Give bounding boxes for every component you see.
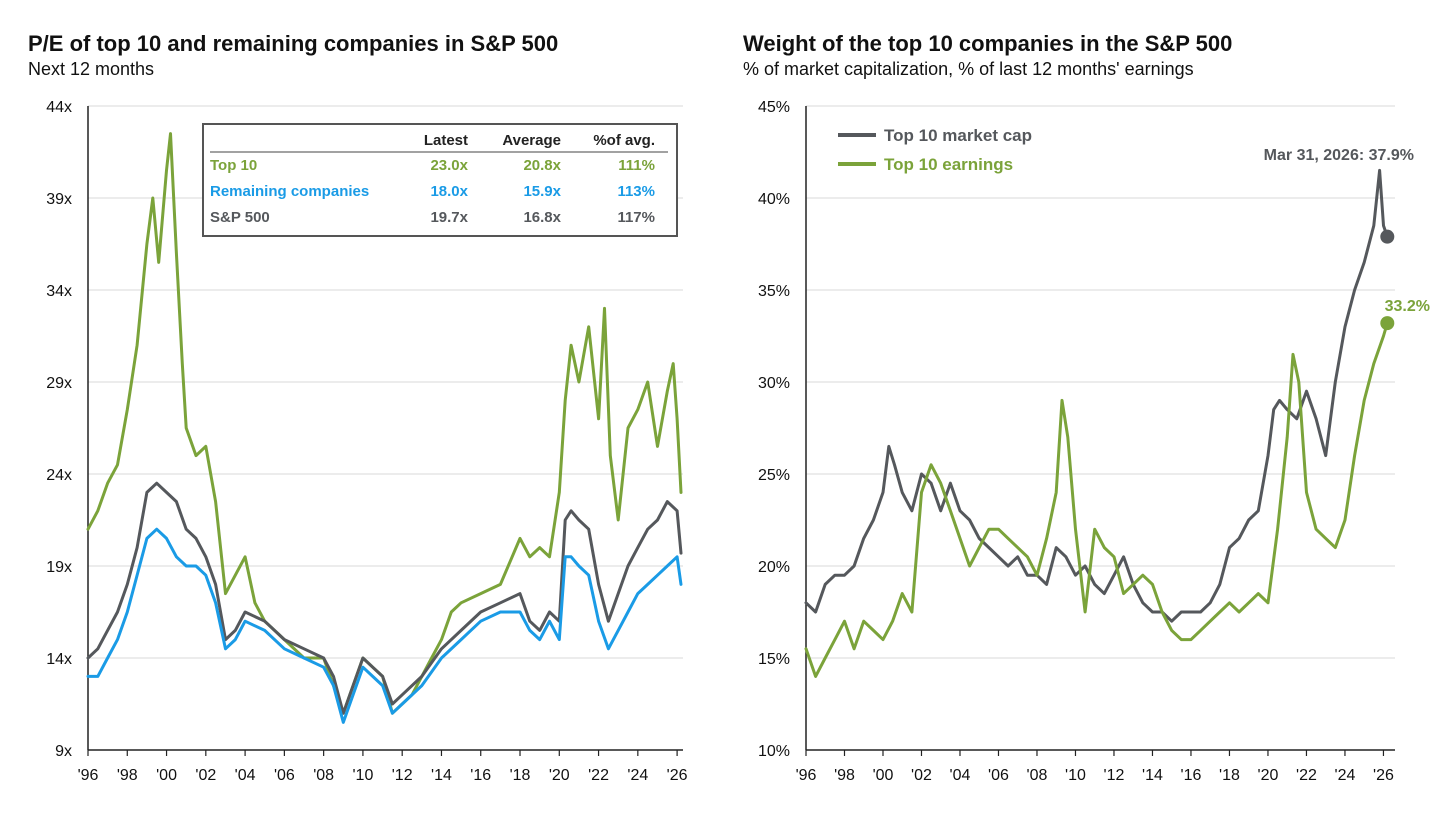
x-tick-label: '06 <box>274 767 295 784</box>
right-chart-subtitle: % of market capitalization, % of last 12… <box>743 59 1194 79</box>
table-cell: 117% <box>617 209 655 226</box>
y-tick-label: 10% <box>758 743 790 760</box>
table-cell: 23.0x <box>430 157 468 174</box>
right-weight-chart: 10% 15% 20% 25% 30% 35% 40% 45% '96 '98 '00 '02 '04 '… <box>758 99 1430 784</box>
series-line-green <box>86 132 683 715</box>
x-tick-label: '16 <box>1181 767 1202 784</box>
x-tick-label: '04 <box>950 767 971 784</box>
right-chart-title: Weight of the top 10 companies in the S&… <box>743 31 1233 56</box>
x-tick-label: '96 <box>796 767 817 784</box>
x-tick-label: '26 <box>667 767 688 784</box>
end-marker-green <box>1380 316 1395 331</box>
table-cell: 18.0x <box>430 183 468 200</box>
table-header: Average <box>502 132 561 149</box>
y-tick-label: 20% <box>758 559 790 576</box>
x-tick-label: '10 <box>352 767 373 784</box>
x-tick-label: '12 <box>1104 767 1125 784</box>
y-tick-label: 35% <box>758 283 790 300</box>
x-tick-label: '26 <box>1373 767 1394 784</box>
series-line-green <box>804 321 1389 678</box>
x-tick-label: '18 <box>510 767 531 784</box>
table-header: %of avg. <box>593 132 655 149</box>
x-tick-label: '08 <box>1027 767 1048 784</box>
left-chart-title: P/E of top 10 and remaining companies in… <box>28 31 559 56</box>
table-cell: 19.7x <box>430 209 468 226</box>
x-tick-label: '02 <box>195 767 216 784</box>
x-tick-label: '16 <box>470 767 491 784</box>
y-tick-label: 30% <box>758 375 790 392</box>
table-header: Latest <box>424 132 468 149</box>
y-tick-label: 39x <box>46 191 72 208</box>
x-tick-label: '24 <box>627 767 648 784</box>
x-tick-label: '24 <box>1335 767 1356 784</box>
y-tick-label: 45% <box>758 99 790 116</box>
x-tick-label: '02 <box>911 767 932 784</box>
table-cell: 15.9x <box>523 183 561 200</box>
left-pe-chart: 9x 14x 19x 24x 29x 34x 39x 44x '96 '98 '00 '02 '04 '0… <box>46 99 687 784</box>
series-line-blue <box>86 527 683 724</box>
y-tick-label: 44x <box>46 99 72 116</box>
annotation-label: 33.2% <box>1385 298 1430 315</box>
x-tick-label: '04 <box>235 767 256 784</box>
x-tick-label: '20 <box>1258 767 1279 784</box>
table-cell: Top 10 <box>210 157 257 174</box>
table-cell: 16.8x <box>523 209 561 226</box>
table-cell: S&P 500 <box>210 209 270 226</box>
y-tick-label: 9x <box>55 743 72 760</box>
x-tick-label: '18 <box>1219 767 1240 784</box>
x-tick-label: '96 <box>78 767 99 784</box>
x-tick-label: '14 <box>431 767 452 784</box>
y-tick-label: 15% <box>758 651 790 668</box>
x-tick-label: '10 <box>1065 767 1086 784</box>
x-tick-label: '06 <box>988 767 1009 784</box>
annotation-label: Mar 31, 2026: 37.9% <box>1264 147 1414 164</box>
y-tick-label: 34x <box>46 283 72 300</box>
y-tick-label: 40% <box>758 191 790 208</box>
x-tick-label: '98 <box>117 767 138 784</box>
legend-label: Top 10 market cap <box>884 126 1032 145</box>
y-tick-label: 25% <box>758 467 790 484</box>
table-cell: 111% <box>618 157 655 174</box>
x-tick-label: '00 <box>156 767 177 784</box>
y-tick-label: 24x <box>46 467 72 484</box>
x-tick-label: '98 <box>834 767 855 784</box>
y-tick-label: 14x <box>46 651 72 668</box>
legend-label: Top 10 earnings <box>884 155 1013 174</box>
x-tick-label: '20 <box>549 767 570 784</box>
summary-table-box <box>202 123 678 237</box>
table-cell: 20.8x <box>523 157 561 174</box>
table-cell: 113% <box>617 183 655 200</box>
x-tick-label: '00 <box>873 767 894 784</box>
x-tick-label: '12 <box>392 767 413 784</box>
table-cell: Remaining companies <box>210 183 369 200</box>
y-tick-label: 29x <box>46 375 72 392</box>
x-tick-label: '08 <box>313 767 334 784</box>
x-tick-label: '22 <box>588 767 609 784</box>
end-marker-gray <box>1380 229 1395 244</box>
series-line-gray <box>86 481 683 715</box>
x-tick-label: '14 <box>1142 767 1163 784</box>
y-tick-label: 19x <box>46 559 72 576</box>
x-tick-label: '22 <box>1296 767 1317 784</box>
left-chart-subtitle: Next 12 months <box>28 59 155 79</box>
